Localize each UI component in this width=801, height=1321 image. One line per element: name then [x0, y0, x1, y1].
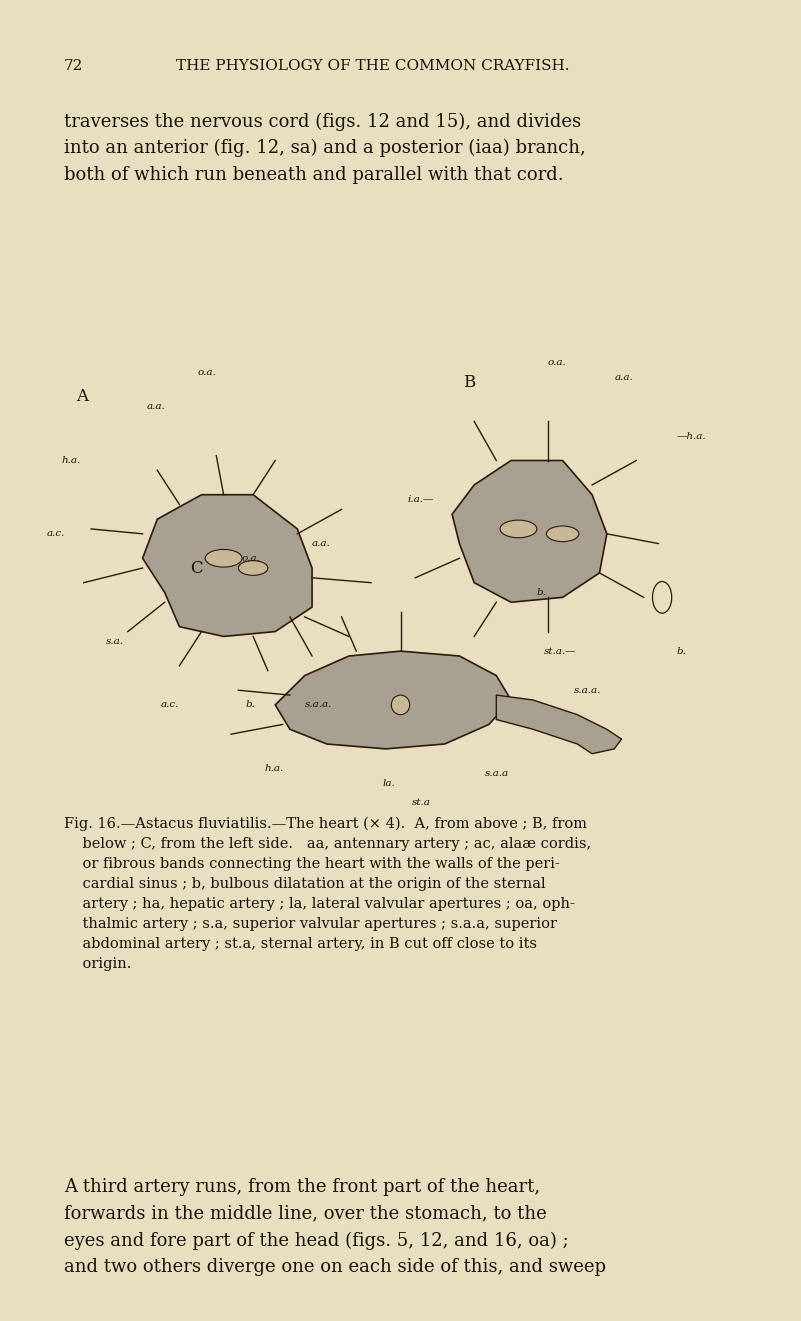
- Text: i.a.—: i.a.—: [408, 495, 434, 505]
- Text: Fig. 16.—Astacus fluviatilis.—The heart (× 4).  A, from above ; B, from
    belo: Fig. 16.—Astacus fluviatilis.—The heart …: [64, 816, 591, 971]
- Text: b.: b.: [677, 646, 686, 655]
- Text: a.a.: a.a.: [614, 373, 633, 382]
- Ellipse shape: [500, 520, 537, 538]
- Text: la.: la.: [382, 778, 395, 787]
- Text: h.a.: h.a.: [62, 456, 81, 465]
- Text: a.c.: a.c.: [161, 700, 179, 709]
- Polygon shape: [452, 461, 607, 602]
- Ellipse shape: [391, 695, 409, 715]
- Polygon shape: [143, 495, 312, 637]
- Text: o.a.: o.a.: [548, 358, 566, 367]
- Text: s.a.: s.a.: [106, 637, 123, 646]
- Text: o.a.: o.a.: [242, 553, 261, 563]
- Text: s.a.a: s.a.a: [485, 769, 509, 778]
- Text: st.a: st.a: [412, 798, 430, 807]
- Ellipse shape: [205, 550, 242, 567]
- Text: a.a.: a.a.: [147, 402, 165, 411]
- Text: A: A: [76, 388, 88, 406]
- Text: A third artery runs, from the front part of the heart,
forwards in the middle li: A third artery runs, from the front part…: [64, 1178, 606, 1276]
- Ellipse shape: [239, 560, 268, 576]
- Text: THE PHYSIOLOGY OF THE COMMON CRAYFISH.: THE PHYSIOLOGY OF THE COMMON CRAYFISH.: [176, 59, 570, 74]
- Text: a.c.: a.c.: [46, 530, 65, 539]
- Polygon shape: [276, 651, 511, 749]
- Text: b.: b.: [246, 700, 256, 709]
- Text: a.a.: a.a.: [312, 539, 331, 548]
- Text: h.a.: h.a.: [264, 764, 284, 773]
- Text: b.: b.: [537, 588, 547, 597]
- Text: o.a.: o.a.: [198, 369, 216, 376]
- Text: B: B: [463, 374, 475, 391]
- Text: st.a.—: st.a.—: [544, 646, 577, 655]
- Text: 72: 72: [64, 59, 83, 74]
- Text: C: C: [191, 560, 203, 576]
- Polygon shape: [497, 695, 622, 754]
- Text: —h.a.: —h.a.: [677, 432, 706, 441]
- Text: s.a.a.: s.a.a.: [574, 686, 601, 695]
- Ellipse shape: [546, 526, 579, 542]
- Text: traverses the nervous cord (figs. 12 and 15), and divides
into an anterior (fig.: traverses the nervous cord (figs. 12 and…: [64, 112, 586, 184]
- Text: s.a.a.: s.a.a.: [304, 700, 332, 709]
